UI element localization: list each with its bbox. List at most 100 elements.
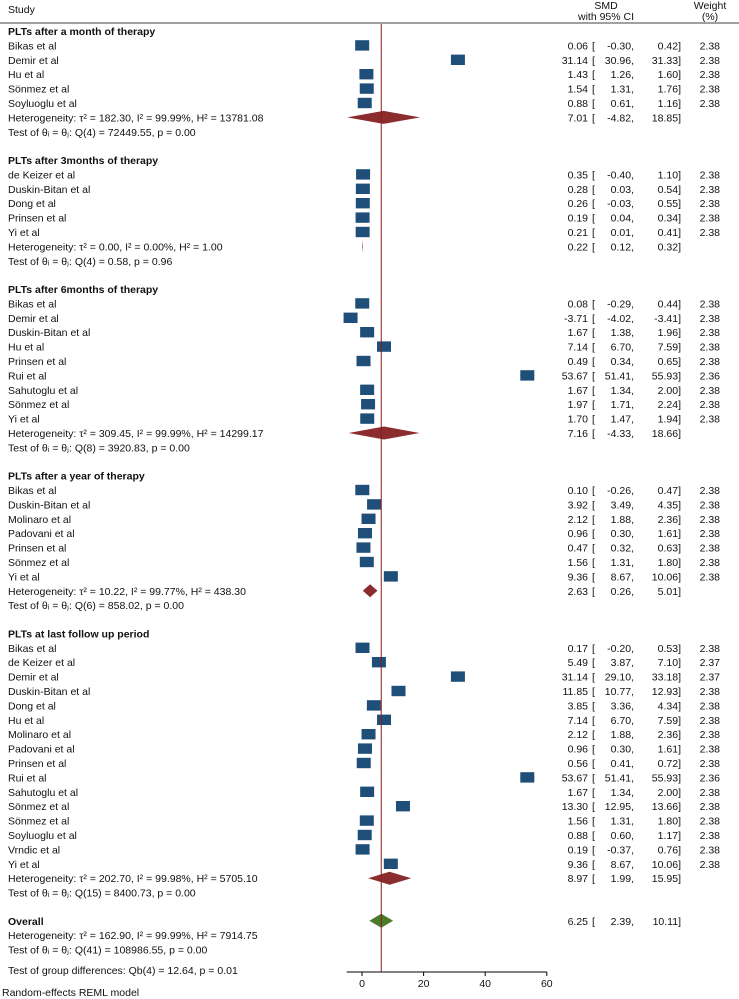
study-ci-text: 7.14[6.70, 7.59] <box>568 715 682 727</box>
study-marker <box>361 513 376 524</box>
study-weight: 2.38 <box>700 414 721 426</box>
study-marker <box>361 399 376 410</box>
study-weight: 2.38 <box>700 40 721 52</box>
group-title: PLTs after 6months of therapy <box>8 284 158 296</box>
study-weight: 2.38 <box>700 84 721 96</box>
study-marker <box>356 355 371 367</box>
study-name: Soyluoglu et al <box>8 98 77 110</box>
study-name: Vrndic et al <box>8 844 60 856</box>
study-weight: 2.38 <box>700 198 721 210</box>
study-ci-text: 1.67[1.34, 2.00] <box>568 787 682 799</box>
study-weight: 2.38 <box>700 514 721 526</box>
study-name: Sönmez et al <box>8 84 69 96</box>
study-ci-text: 7.14[6.70, 7.59] <box>568 342 682 354</box>
study-weight: 2.38 <box>700 557 721 569</box>
study-weight: 2.38 <box>700 342 721 354</box>
header-weight: Weight <box>694 0 727 12</box>
group-heterogeneity: Heterogeneity: τ² = 202.70, I² = 99.98%,… <box>8 873 258 885</box>
study-marker <box>383 858 398 869</box>
study-ci-text: 1.43[1.26, 1.60] <box>568 69 682 81</box>
study-marker <box>371 657 386 668</box>
study-weight: 2.38 <box>700 385 721 397</box>
study-marker <box>391 685 406 697</box>
study-weight: 2.37 <box>700 657 721 669</box>
study-name: Bikas et al <box>8 643 56 655</box>
study-ci-text: 0.06[-0.30, 0.42] <box>568 40 682 52</box>
group-test: Test of θᵢ = θⱼ: Q(15) = 8400.73, p = 0.… <box>8 888 196 900</box>
group-heterogeneity: Heterogeneity: τ² = 10.22, I² = 99.77%, … <box>8 586 246 598</box>
study-marker <box>355 226 370 238</box>
study-name: Sönmez et al <box>8 816 69 828</box>
study-ci-text: 31.14[30.96, 31.33] <box>562 55 681 67</box>
study-weight: 2.38 <box>700 313 721 325</box>
study-ci-text: 53.67[51.41, 55.93] <box>562 772 681 784</box>
study-name: Dong et al <box>8 700 56 712</box>
x-axis-tick-label: 40 <box>479 978 491 990</box>
study-name: Padovani et al <box>8 744 75 756</box>
study-weight: 2.38 <box>700 98 721 110</box>
group-heterogeneity: Heterogeneity: τ² = 309.45, I² = 99.99%,… <box>8 428 264 440</box>
overall-test: Test of θᵢ = θⱼ: Q(41) = 108986.55, p = … <box>8 945 207 957</box>
x-axis-tick-label: 0 <box>359 978 365 990</box>
group-pooled-diamond <box>347 110 421 124</box>
study-name: Yi et al <box>8 571 40 583</box>
group-title: PLTs after a month of therapy <box>8 26 155 38</box>
study-ci-text: 0.88[0.61, 1.16] <box>568 98 682 110</box>
study-marker <box>343 312 358 323</box>
header-smd-ci: with 95% CI <box>577 11 634 23</box>
study-ci-text: 1.67[1.34, 2.00] <box>568 385 682 397</box>
study-weight: 2.38 <box>700 399 721 411</box>
study-weight: 2.38 <box>700 543 721 555</box>
group-pooled-ci: 8.97[1.99, 15.95] <box>568 873 682 885</box>
study-ci-text: 0.10[-0.26, 0.47] <box>568 485 682 497</box>
study-weight: 2.38 <box>700 169 721 181</box>
study-marker <box>355 183 370 194</box>
study-ci-text: 1.67[1.38, 1.96] <box>568 327 682 339</box>
study-weight: 2.38 <box>700 744 721 756</box>
study-ci-text: 0.19[-0.37, 0.76] <box>568 844 682 856</box>
study-name: Rui et al <box>8 772 47 784</box>
study-marker <box>357 829 372 841</box>
study-weight: 2.38 <box>700 758 721 770</box>
study-ci-text: 0.26[-0.03, 0.55] <box>568 198 682 210</box>
study-marker <box>357 528 372 539</box>
study-name: Duskin-Bitan et al <box>8 686 90 698</box>
study-weight: 2.38 <box>700 729 721 741</box>
study-name: Sahutoglu et al <box>8 385 78 397</box>
study-name: Bikas et al <box>8 298 56 310</box>
group-differences-test: Test of group differences: Qb(4) = 12.64… <box>8 965 238 977</box>
study-marker <box>360 413 375 424</box>
study-ci-text: 0.35[-0.40, 1.10] <box>568 169 682 181</box>
study-ci-text: 11.85[10.77, 12.93] <box>563 686 682 698</box>
study-weight: 2.38 <box>700 787 721 799</box>
study-weight: 2.38 <box>700 184 721 196</box>
study-weight: 2.38 <box>700 830 721 842</box>
study-weight: 2.36 <box>700 370 721 382</box>
study-marker <box>395 801 410 812</box>
study-weight: 2.38 <box>700 643 721 655</box>
study-marker <box>360 384 375 395</box>
study-weight: 2.38 <box>700 499 721 511</box>
study-ci-text: 0.08[-0.29, 0.44] <box>568 298 682 310</box>
study-name: de Keizer et al <box>8 657 75 669</box>
study-marker <box>450 671 465 682</box>
study-marker <box>359 815 374 826</box>
study-ci-text: 0.49[0.34, 0.65] <box>568 356 682 368</box>
study-marker <box>376 714 391 725</box>
study-ci-text: 0.88[0.60, 1.17] <box>568 830 682 842</box>
overall-ci: 6.25[2.39, 10.11] <box>568 916 682 928</box>
study-ci-text: 31.14[29.10, 33.18] <box>562 672 681 684</box>
study-ci-text: 2.12[1.88, 2.36] <box>568 729 682 741</box>
study-name: Prinsen et al <box>8 213 66 225</box>
study-ci-text: 13.30[12.95, 13.66] <box>562 801 681 813</box>
study-ci-text: -3.71[-4.02, -3.41] <box>564 313 681 325</box>
study-marker <box>357 743 372 754</box>
group-title: PLTs at last follow up period <box>8 628 149 640</box>
header-smd: SMD <box>594 0 618 12</box>
study-weight: 2.38 <box>700 327 721 339</box>
study-name: Bikas et al <box>8 40 56 52</box>
study-marker <box>355 844 370 855</box>
study-marker <box>356 169 371 180</box>
study-marker <box>383 571 398 582</box>
